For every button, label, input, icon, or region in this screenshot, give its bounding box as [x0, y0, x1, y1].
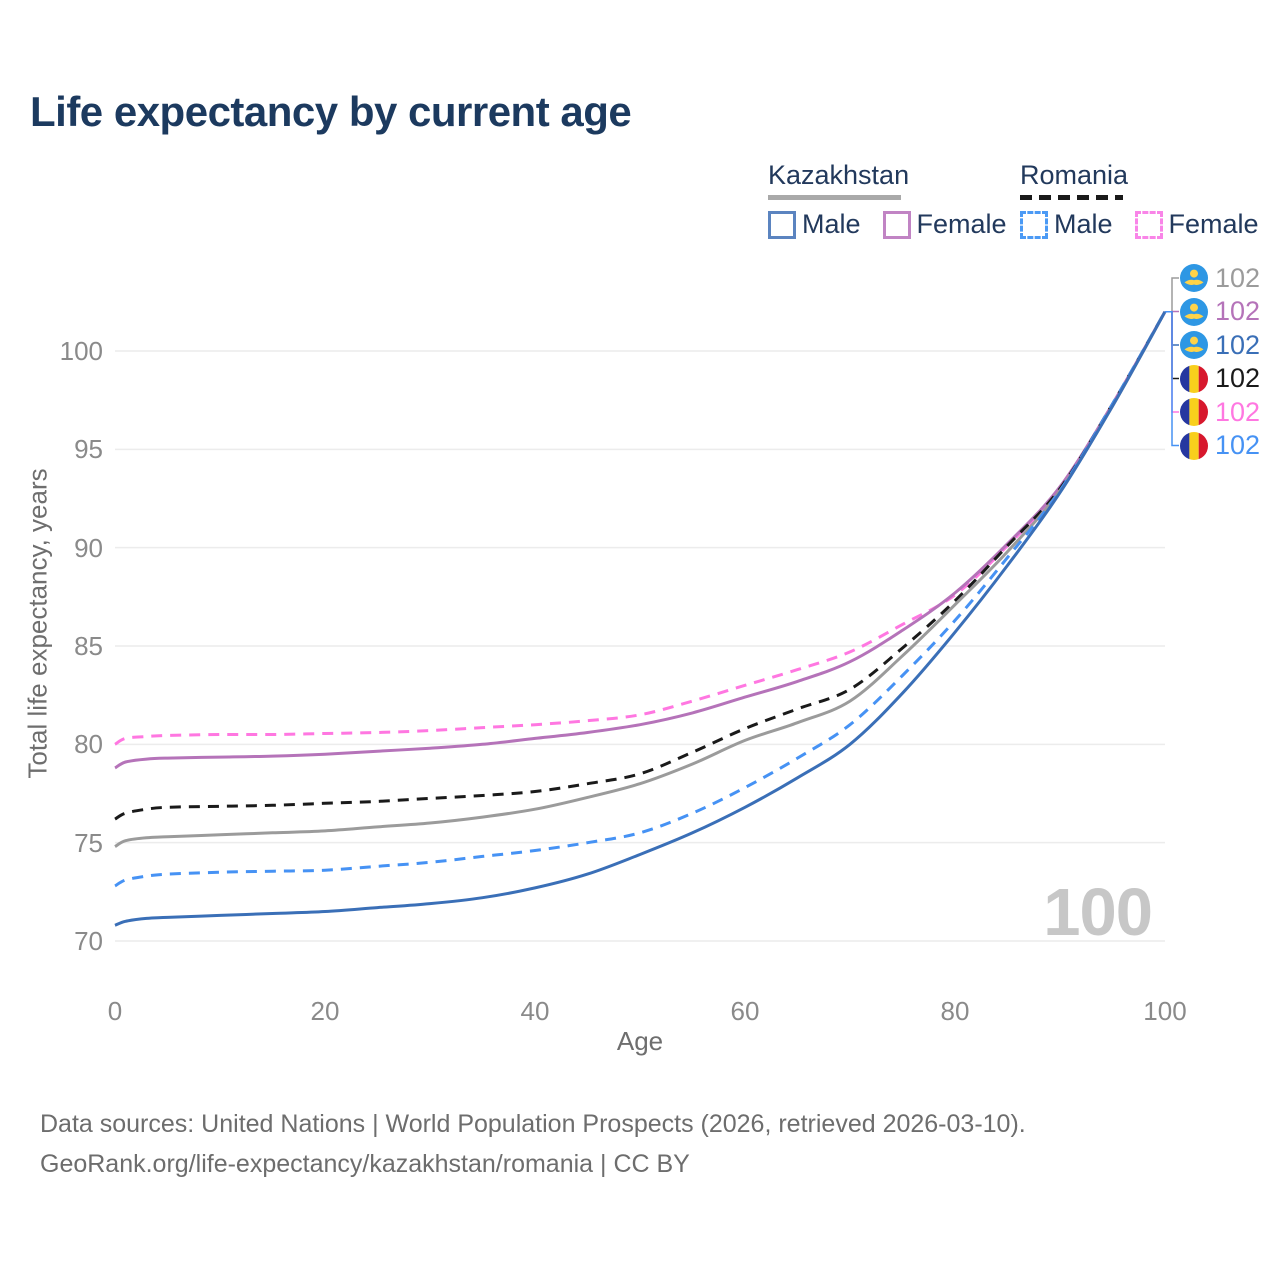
series-line-kazakhstan-male	[114, 310, 1167, 927]
legend-underline-romania-total	[1020, 195, 1123, 200]
series-line-romania-female	[114, 310, 1167, 746]
legend-row-romania: Male Female	[1020, 209, 1259, 240]
footer-data-sources: Data sources: United Nations | World Pop…	[40, 1110, 1026, 1138]
chart-plot-area[interactable]	[0, 0, 1280, 1080]
legend-country-kazakhstan: Kazakhstan	[768, 160, 910, 190]
end-label-kazakhstan-male: 102	[1180, 330, 1260, 360]
romania-male-swatch-icon[interactable]	[1020, 210, 1048, 239]
kazakhstan-flag-icon	[1180, 297, 1208, 326]
series-line-kazakhstan-female	[114, 310, 1167, 770]
romania-flag-icon-wrap	[1180, 364, 1208, 393]
romania-flag-icon	[1180, 364, 1208, 393]
romania-flag-icon-wrap	[1180, 431, 1208, 460]
romania-flag-icon	[1180, 431, 1208, 460]
end-label-kazakhstan-female: 102	[1180, 296, 1261, 327]
end-label-connector	[1165, 277, 1179, 313]
end-label-value: 102	[1215, 430, 1261, 460]
page-title: Life expectancy by current age	[30, 88, 632, 135]
end-label-value: 102	[1215, 396, 1261, 427]
end-label-kazakhstan-total: 102	[1180, 263, 1260, 293]
footer: Data sources: United Nations | World Pop…	[40, 1104, 1026, 1184]
kazakhstan-flag-icon	[1180, 331, 1208, 359]
x-tick-label: 100	[1143, 996, 1187, 1026]
series-line-romania-total	[114, 310, 1167, 821]
y-tick-label: 90	[74, 532, 103, 563]
legend-label-kazakhstan-male[interactable]: Male	[802, 209, 861, 239]
end-label-romania-female: 102	[1180, 397, 1260, 427]
legend-label-kazakhstan-female[interactable]: Female	[916, 209, 1007, 239]
romania-flag-icon-wrap	[1180, 398, 1208, 426]
kazakhstan-flag-icon-wrap	[1180, 331, 1208, 359]
legend-label-romania-male[interactable]: Male	[1054, 209, 1113, 239]
footer-attribution: GeoRank.org/life-expectancy/kazakhstan/r…	[40, 1150, 690, 1178]
kazakhstan-flag-icon-wrap	[1180, 297, 1208, 326]
kazakhstan-male-swatch-icon[interactable]	[768, 210, 796, 239]
legend-group-kazakhstan: Kazakhstan Male Female	[768, 160, 1007, 240]
y-tick-label: 80	[74, 729, 103, 760]
end-label-romania-total: 102	[1180, 363, 1261, 394]
legend-item-kazakhstan-male[interactable]: Male	[768, 209, 861, 240]
end-label-value: 102	[1215, 262, 1261, 293]
legend-underline-kazakhstan-total	[768, 195, 901, 200]
legend-group-romania: Romania Male Female	[1020, 160, 1259, 240]
kazakhstan-flag-icon-wrap	[1180, 264, 1208, 292]
x-tick-label: 20	[310, 996, 340, 1026]
x-tick-label: 60	[730, 996, 760, 1026]
y-tick-label: 70	[74, 926, 103, 956]
legend-row-kazakhstan: Male Female	[768, 209, 1007, 240]
legend-country-romania: Romania	[1020, 160, 1129, 190]
end-label-romania-male: 102	[1180, 430, 1261, 461]
x-tick-label: 80	[940, 996, 970, 1026]
x-tick-label: 40	[520, 996, 550, 1026]
romania-female-swatch-icon[interactable]	[1134, 210, 1163, 239]
kazakhstan-female-swatch-icon[interactable]	[882, 210, 911, 239]
end-label-connector	[1165, 310, 1179, 447]
kazakhstan-flag-icon	[1180, 264, 1208, 292]
legend-item-romania-male[interactable]: Male	[1020, 209, 1113, 240]
x-tick-label: 0	[107, 996, 123, 1026]
y-tick-label: 75	[74, 827, 103, 858]
end-label-value: 102	[1215, 329, 1261, 360]
y-tick-label: 100	[59, 336, 103, 366]
y-tick-label: 85	[74, 631, 103, 661]
romania-flag-icon	[1180, 398, 1208, 426]
series-line-romania-male	[114, 310, 1167, 888]
legend-label-romania-female[interactable]: Female	[1168, 209, 1259, 239]
x-axis-title: Age	[616, 1026, 664, 1056]
legend-item-romania-female[interactable]: Female	[1134, 209, 1259, 240]
age-watermark: 100	[1043, 875, 1153, 950]
end-label-value: 102	[1215, 296, 1261, 326]
y-tick-label: 95	[74, 434, 103, 465]
end-label-value: 102	[1215, 363, 1261, 393]
series-line-kazakhstan-total	[114, 310, 1167, 848]
legend-item-kazakhstan-female[interactable]: Female	[882, 209, 1007, 240]
